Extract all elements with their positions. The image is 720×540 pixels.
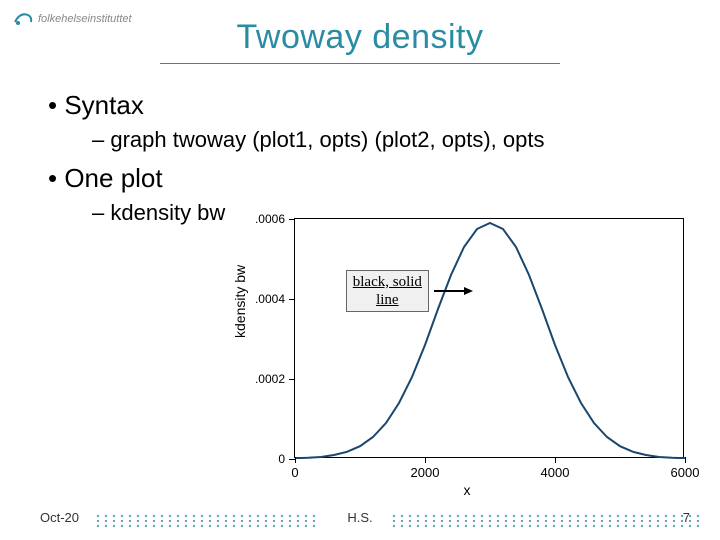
footer-date: Oct-20 [40, 510, 79, 525]
logo: folkehelseinstituttet [12, 8, 132, 30]
chart-curve [295, 219, 685, 459]
logo-text: folkehelseinstituttet [38, 13, 132, 25]
slide-footer: Oct-20 H.S. 7 [0, 510, 720, 530]
chart-xlabel: x [464, 482, 471, 498]
bullet-oneplot-text: One plot [64, 163, 162, 193]
logo-icon [12, 8, 34, 30]
bullet-oneplot: • One plot [48, 163, 680, 194]
chart-xtick: 6000 [671, 457, 700, 480]
chart-ylabel: kdensity bw [232, 265, 248, 338]
annotation-line2: line [353, 291, 422, 309]
bullet-syntax-sub: – graph twoway (plot1, opts) (plot2, opt… [92, 127, 680, 153]
chart-ytick: .0002 [255, 372, 295, 386]
bullet-oneplot-sub-text: kdensity bw [110, 200, 225, 225]
chart-xtick: 0 [291, 457, 298, 480]
annotation-arrow-head [464, 287, 473, 295]
chart-ytick: .0006 [255, 212, 295, 226]
annotation-line1: black, solid [353, 273, 422, 291]
chart-xtick: 4000 [541, 457, 570, 480]
chart-plot-area: 0.0002.0004.00060200040006000 [294, 218, 684, 458]
annotation-arrow-line [434, 290, 465, 292]
bullet-syntax: • Syntax [48, 90, 680, 121]
bullet-syntax-sub-text: graph twoway (plot1, opts) (plot2, opts)… [110, 127, 544, 152]
footer-author: H.S. [347, 510, 372, 525]
density-chart: kdensity bw 0.0002.0004.0006020004000600… [234, 210, 700, 500]
footer-page: 7 [683, 510, 690, 525]
content: • Syntax – graph twoway (plot1, opts) (p… [0, 64, 720, 226]
bullet-syntax-text: Syntax [64, 90, 144, 120]
chart-ytick: .0004 [255, 292, 295, 306]
chart-xtick: 2000 [411, 457, 440, 480]
annotation-box: black, solid line [346, 270, 429, 312]
